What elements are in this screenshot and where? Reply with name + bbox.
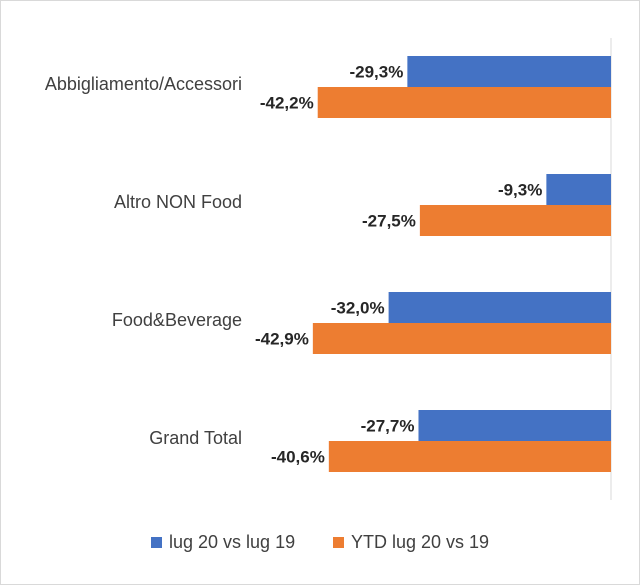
bar-month-food-beverage bbox=[388, 292, 611, 323]
data-label-month-grand-total: -27,7% bbox=[361, 417, 415, 436]
legend-label-ytd: YTD lug 20 vs 19 bbox=[351, 532, 489, 552]
category-label-altro-non-food: Altro NON Food bbox=[114, 192, 242, 212]
bar-month-grand-total bbox=[418, 410, 611, 441]
data-label-month-abbigliamento-accessori: -29,3% bbox=[349, 63, 403, 82]
category-label-abbigliamento-accessori: Abbigliamento/Accessori bbox=[45, 74, 242, 94]
data-label-ytd-abbigliamento-accessori: -42,2% bbox=[260, 94, 314, 113]
bar-ytd-abbigliamento-accessori bbox=[317, 87, 611, 118]
bar-ytd-food-beverage bbox=[312, 323, 611, 354]
legend-swatch-month bbox=[151, 537, 162, 548]
data-label-month-altro-non-food: -9,3% bbox=[498, 181, 542, 200]
bar-month-abbigliamento-accessori bbox=[407, 56, 611, 87]
data-label-ytd-food-beverage: -42,9% bbox=[255, 330, 309, 349]
bar-ytd-grand-total bbox=[328, 441, 611, 472]
data-label-month-food-beverage: -32,0% bbox=[331, 299, 385, 318]
bar-ytd-altro-non-food bbox=[419, 205, 611, 236]
category-label-grand-total: Grand Total bbox=[149, 428, 242, 448]
legend-swatch-ytd bbox=[333, 537, 344, 548]
data-label-ytd-grand-total: -40,6% bbox=[271, 448, 325, 467]
legend-label-month: lug 20 vs lug 19 bbox=[169, 532, 295, 552]
data-label-ytd-altro-non-food: -27,5% bbox=[362, 212, 416, 231]
bar-month-altro-non-food bbox=[546, 174, 611, 205]
category-label-food-beverage: Food&Beverage bbox=[112, 310, 242, 330]
